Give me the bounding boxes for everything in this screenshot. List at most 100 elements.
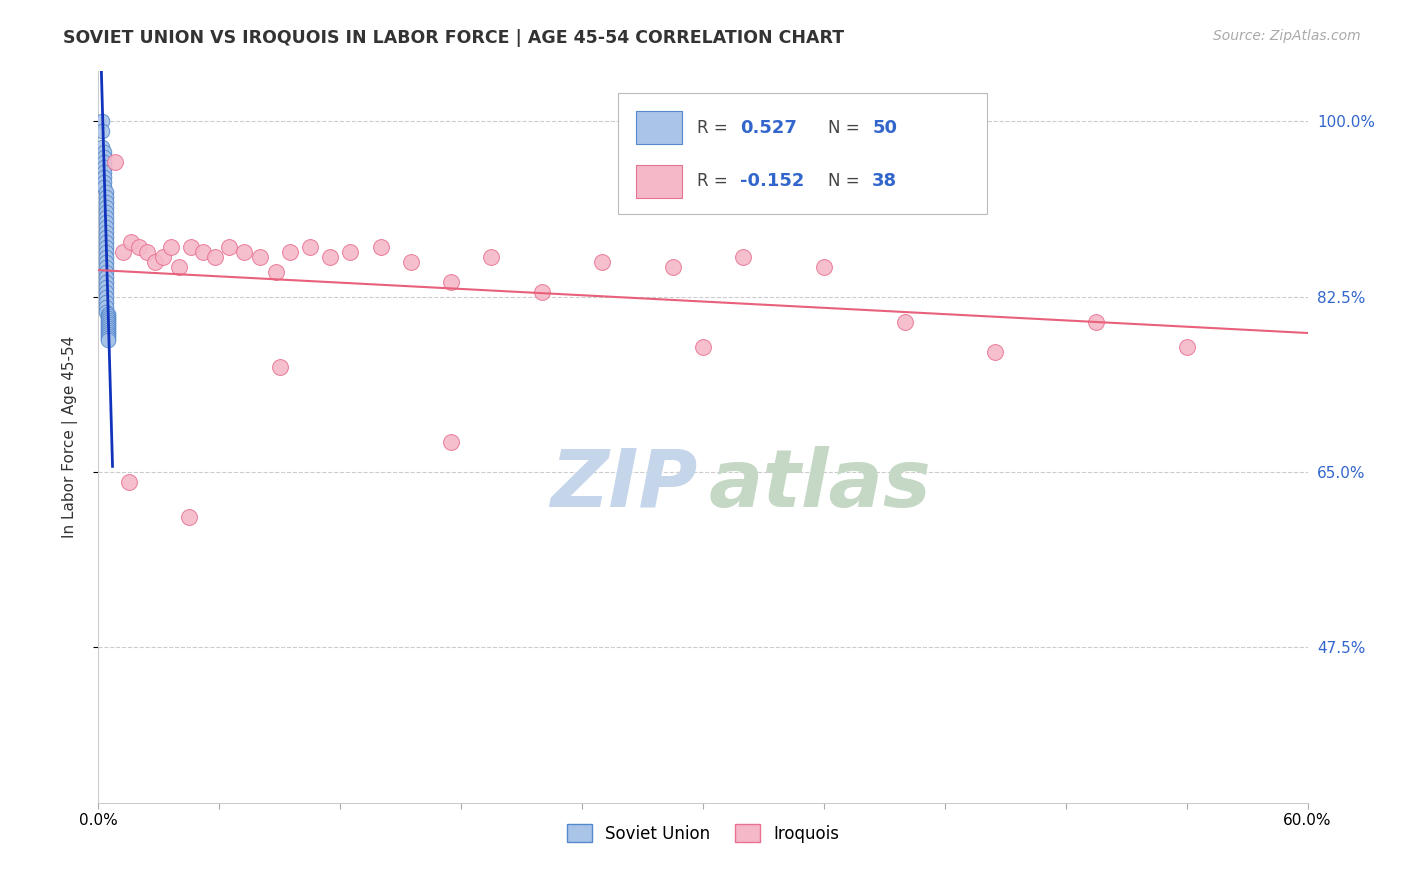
Y-axis label: In Labor Force | Age 45-54: In Labor Force | Age 45-54 xyxy=(62,336,77,538)
Point xyxy=(440,435,463,450)
Point xyxy=(180,240,202,254)
Point xyxy=(299,240,322,254)
Point xyxy=(160,240,183,254)
Point xyxy=(96,294,118,309)
Point xyxy=(93,154,115,169)
Point xyxy=(1175,340,1198,354)
Point xyxy=(96,235,118,249)
Point xyxy=(893,315,915,329)
Text: atlas: atlas xyxy=(709,446,932,524)
Point xyxy=(96,305,118,319)
Point xyxy=(97,325,120,339)
Point xyxy=(143,254,166,268)
Point xyxy=(591,254,613,268)
Point xyxy=(96,254,118,268)
Point xyxy=(97,315,120,329)
Point xyxy=(135,244,157,259)
Point xyxy=(96,275,118,289)
Point xyxy=(97,317,120,331)
Point xyxy=(530,285,553,299)
Point xyxy=(96,189,118,203)
Point xyxy=(93,169,115,184)
Text: Source: ZipAtlas.com: Source: ZipAtlas.com xyxy=(1213,29,1361,43)
Point xyxy=(249,250,271,264)
Point xyxy=(96,260,118,274)
Point xyxy=(179,510,201,524)
Point xyxy=(481,250,503,264)
Point xyxy=(218,240,240,254)
Point xyxy=(813,260,835,274)
Point xyxy=(278,244,301,259)
Point xyxy=(96,225,118,239)
Text: R =: R = xyxy=(697,119,733,136)
Text: N =: N = xyxy=(828,172,865,190)
Point xyxy=(152,250,174,264)
Point xyxy=(264,265,287,279)
Text: 50: 50 xyxy=(872,119,897,136)
Point xyxy=(692,340,714,354)
Point xyxy=(97,333,120,347)
Point xyxy=(319,250,342,264)
Point xyxy=(93,149,115,163)
Point xyxy=(339,244,361,259)
Point xyxy=(118,475,141,490)
Point xyxy=(91,114,114,128)
Point xyxy=(93,160,115,174)
Point xyxy=(93,145,115,159)
Point xyxy=(96,250,118,264)
Point xyxy=(111,244,134,259)
Point xyxy=(232,244,254,259)
Text: -0.152: -0.152 xyxy=(741,172,804,190)
Point xyxy=(97,331,120,345)
Point xyxy=(96,280,118,294)
Point xyxy=(91,124,114,138)
Point xyxy=(984,345,1007,359)
Point xyxy=(103,154,125,169)
Point xyxy=(96,185,118,199)
Point xyxy=(93,175,115,189)
Point xyxy=(96,194,118,209)
Point xyxy=(167,260,190,274)
Bar xyxy=(637,112,682,145)
Text: SOVIET UNION VS IROQUOIS IN LABOR FORCE | AGE 45-54 CORRELATION CHART: SOVIET UNION VS IROQUOIS IN LABOR FORCE … xyxy=(63,29,845,46)
Point xyxy=(93,164,115,178)
Point xyxy=(96,265,118,279)
Point xyxy=(96,229,118,244)
Point xyxy=(96,240,118,254)
Point xyxy=(1085,315,1108,329)
Point xyxy=(96,200,118,214)
Point xyxy=(440,275,463,289)
Point xyxy=(91,139,114,153)
Text: R =: R = xyxy=(697,172,733,190)
Point xyxy=(96,300,118,314)
Point xyxy=(96,204,118,219)
Point xyxy=(97,318,120,333)
Point xyxy=(96,244,118,259)
Point xyxy=(128,240,150,254)
Point xyxy=(370,240,392,254)
Point xyxy=(97,313,120,327)
Point xyxy=(193,244,215,259)
Point xyxy=(661,260,683,274)
Point xyxy=(269,359,291,374)
FancyBboxPatch shape xyxy=(619,94,987,214)
Point xyxy=(97,310,120,325)
Point xyxy=(733,250,755,264)
Text: ZIP: ZIP xyxy=(550,446,697,524)
Text: N =: N = xyxy=(828,119,865,136)
Point xyxy=(97,307,120,321)
Bar xyxy=(637,165,682,197)
Point xyxy=(204,250,226,264)
Legend: Soviet Union, Iroquois: Soviet Union, Iroquois xyxy=(560,818,846,849)
Point xyxy=(96,269,118,284)
Point xyxy=(93,179,115,194)
Point xyxy=(96,214,118,228)
Text: 38: 38 xyxy=(872,172,897,190)
Point xyxy=(97,309,120,323)
Point xyxy=(399,254,422,268)
Point xyxy=(97,329,120,343)
Point xyxy=(96,210,118,224)
Point xyxy=(97,326,120,341)
Point xyxy=(96,285,118,299)
Point xyxy=(96,219,118,234)
